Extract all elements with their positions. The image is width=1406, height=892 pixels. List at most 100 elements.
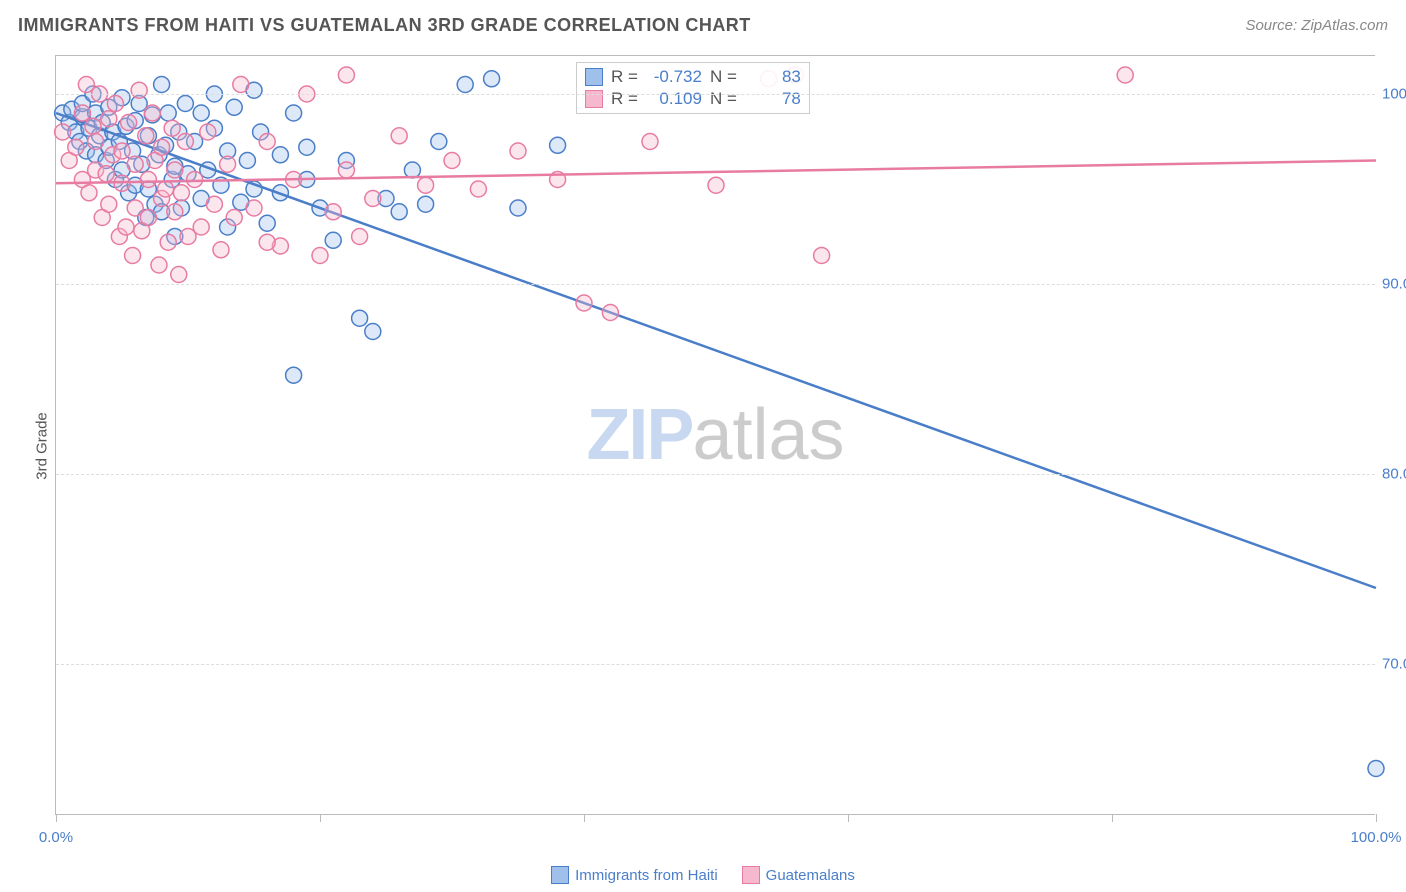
- legend-swatch-2: [742, 866, 760, 884]
- scatter-point: [114, 143, 130, 159]
- x-tick-label: 0.0%: [39, 829, 73, 846]
- stat-n-label-1: N =: [710, 67, 737, 87]
- chart-plot-area: ZIPatlas R = -0.732 N = 83 R = 0.109 N =…: [55, 55, 1375, 815]
- legend: Immigrants from Haiti Guatemalans: [0, 866, 1406, 884]
- scatter-point: [88, 134, 104, 150]
- scatter-point: [160, 105, 176, 121]
- scatter-point: [299, 139, 315, 155]
- scatter-point: [510, 143, 526, 159]
- scatter-point: [131, 82, 147, 98]
- scatter-point: [193, 219, 209, 235]
- stat-r-label-2: R =: [611, 89, 638, 109]
- scatter-point: [200, 124, 216, 140]
- scatter-point: [101, 111, 117, 127]
- scatter-point: [457, 77, 473, 93]
- stats-swatch-2: [585, 90, 603, 108]
- legend-label-1: Immigrants from Haiti: [575, 867, 718, 884]
- scatter-point: [55, 124, 71, 140]
- scatter-point: [226, 210, 242, 226]
- scatter-point: [220, 156, 236, 172]
- chart-title: IMMIGRANTS FROM HAITI VS GUATEMALAN 3RD …: [18, 15, 1245, 36]
- scatter-point: [1368, 761, 1384, 777]
- y-tick-label: 70.0%: [1382, 656, 1406, 673]
- scatter-point: [352, 229, 368, 245]
- gridline-h: [56, 284, 1375, 285]
- scatter-point: [187, 172, 203, 188]
- scatter-point: [158, 181, 174, 197]
- gridline-h: [56, 474, 1375, 475]
- scatter-point: [484, 71, 500, 87]
- source-label: Source: ZipAtlas.com: [1245, 17, 1388, 34]
- scatter-point: [98, 166, 114, 182]
- scatter-point: [151, 257, 167, 273]
- scatter-point: [138, 128, 154, 144]
- scatter-point: [118, 219, 134, 235]
- y-tick-label: 80.0%: [1382, 466, 1406, 483]
- gridline-h: [56, 664, 1375, 665]
- scatter-point: [144, 105, 160, 121]
- gridline-h: [56, 94, 1375, 95]
- stats-row-series2: R = 0.109 N = 78: [585, 89, 801, 109]
- scatter-point: [602, 305, 618, 321]
- stats-swatch-1: [585, 68, 603, 86]
- scatter-point: [81, 185, 97, 201]
- scatter-point: [325, 204, 341, 220]
- stat-r-val-2: 0.109: [646, 89, 702, 109]
- scatter-point: [193, 105, 209, 121]
- scatter-point: [286, 367, 302, 383]
- stat-n-val-1: 83: [745, 67, 801, 87]
- scatter-point: [286, 105, 302, 121]
- scatter-point: [338, 67, 354, 83]
- scatter-point: [510, 200, 526, 216]
- x-tick: [56, 814, 57, 822]
- scatter-point: [431, 134, 447, 150]
- scatter-point: [391, 204, 407, 220]
- x-tick: [320, 814, 321, 822]
- scatter-point: [272, 147, 288, 163]
- stat-n-val-2: 78: [745, 89, 801, 109]
- x-tick: [848, 814, 849, 822]
- scatter-point: [365, 191, 381, 207]
- scatter-point: [171, 267, 187, 283]
- scatter-point: [365, 324, 381, 340]
- stat-r-val-1: -0.732: [646, 67, 702, 87]
- scatter-point: [107, 96, 123, 112]
- scatter-point: [121, 115, 137, 131]
- scatter-point: [177, 134, 193, 150]
- scatter-point: [418, 196, 434, 212]
- scatter-point: [160, 234, 176, 250]
- scatter-point: [1117, 67, 1133, 83]
- scatter-point: [167, 204, 183, 220]
- scatter-point: [206, 196, 222, 212]
- scatter-point: [68, 139, 84, 155]
- scatter-point: [213, 242, 229, 258]
- scatter-point: [259, 215, 275, 231]
- scatter-point: [391, 128, 407, 144]
- scatter-point: [127, 156, 143, 172]
- y-axis-label: 3rd Grade: [33, 412, 50, 480]
- scatter-point: [177, 96, 193, 112]
- scatter-point: [259, 234, 275, 250]
- scatter-point: [352, 310, 368, 326]
- scatter-point: [239, 153, 255, 169]
- correlation-stats-box: R = -0.732 N = 83 R = 0.109 N = 78: [576, 62, 810, 114]
- scatter-point: [246, 200, 262, 216]
- scatter-point: [226, 99, 242, 115]
- chart-header: IMMIGRANTS FROM HAITI VS GUATEMALAN 3RD …: [0, 0, 1406, 50]
- scatter-point: [325, 232, 341, 248]
- scatter-point: [404, 162, 420, 178]
- legend-item-2: Guatemalans: [742, 866, 855, 884]
- scatter-point: [167, 162, 183, 178]
- scatter-point: [642, 134, 658, 150]
- legend-swatch-1: [551, 866, 569, 884]
- scatter-point: [312, 248, 328, 264]
- legend-label-2: Guatemalans: [766, 867, 855, 884]
- scatter-point: [708, 177, 724, 193]
- scatter-point: [125, 248, 141, 264]
- scatter-point: [814, 248, 830, 264]
- x-tick: [1376, 814, 1377, 822]
- legend-item-1: Immigrants from Haiti: [551, 866, 718, 884]
- x-tick: [584, 814, 585, 822]
- stats-row-series1: R = -0.732 N = 83: [585, 67, 801, 87]
- scatter-point: [338, 162, 354, 178]
